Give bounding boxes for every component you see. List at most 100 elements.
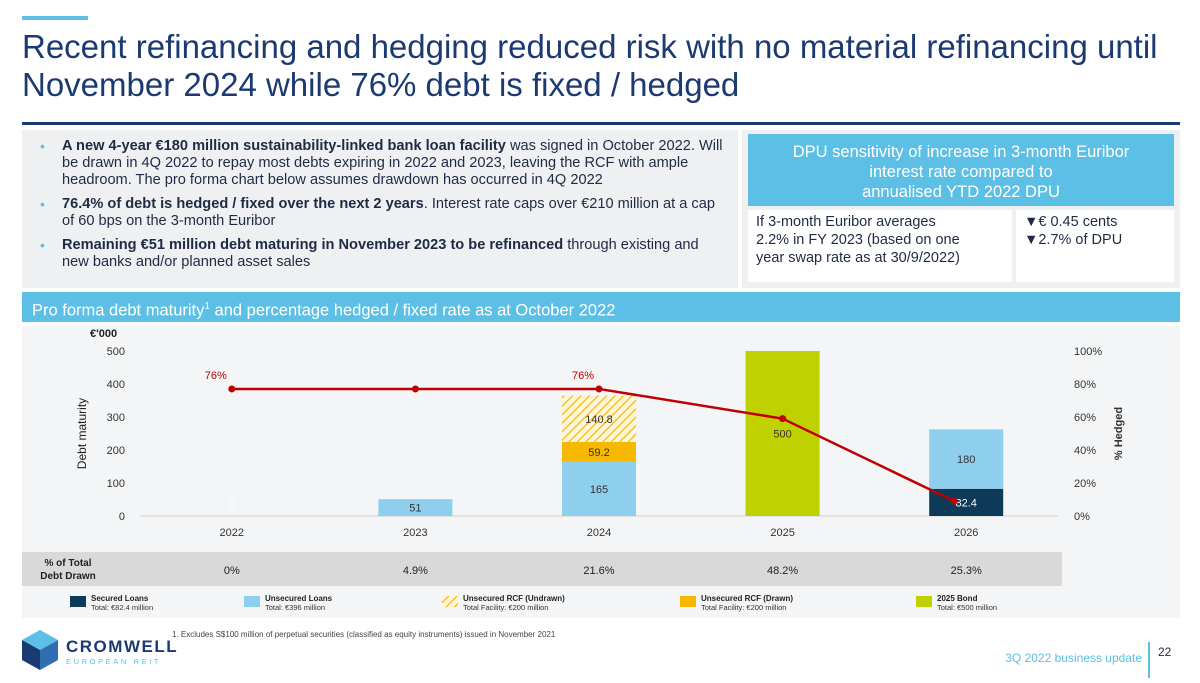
- x-tick-label: 2026: [954, 527, 978, 539]
- legend-swatch: [442, 596, 458, 607]
- dpu-condition-line: If 3-month Euribor averages: [756, 214, 936, 230]
- logo-wordmark: CROMWELL: [66, 637, 179, 656]
- y-tick-label: 0: [119, 511, 125, 523]
- legend-sublabel: Total Facility: €200 million: [463, 603, 548, 612]
- table-cell: 21.6%: [583, 565, 614, 577]
- legend-label: Unsecured Loans: [265, 594, 333, 603]
- title-rule: [22, 122, 1180, 125]
- x-tick-label: 2024: [587, 527, 611, 539]
- legend-swatch: [680, 596, 696, 607]
- legend-sublabel: Total: €500 million: [937, 603, 997, 612]
- y2-axis-title: % Hedged: [1113, 407, 1125, 460]
- bar-segment: [745, 351, 820, 516]
- legend-label: Unsecured RCF (Undrawn): [463, 594, 565, 603]
- hedged-point-label: 76%: [205, 370, 227, 382]
- y-axis-title: Debt maturity: [75, 398, 89, 469]
- bar-data-label: 140.8: [585, 414, 613, 426]
- y-tick-label: 100: [107, 478, 125, 490]
- bar-data-label: 51: [409, 503, 421, 515]
- legend-sublabel: Total: €82.4 million: [91, 603, 153, 612]
- chart-title: Pro forma debt maturity: [32, 301, 205, 320]
- bullet-text: . Interest rate caps over €210 million a…: [62, 196, 715, 229]
- bar-segment: [378, 499, 453, 516]
- dpu-sensitivity-box: DPU sensitivity of increase in 3-month E…: [742, 130, 1180, 288]
- legend-sublabel: Total Facility: €200 million: [701, 603, 786, 612]
- y2-tick-label: 100%: [1074, 346, 1102, 358]
- bar-segment: [562, 395, 636, 443]
- bar-data-label: 0: [229, 499, 235, 511]
- dpu-heading-line: DPU sensitivity of increase in 3-month E…: [792, 143, 1130, 161]
- legend-sublabel: Total: €396 million: [265, 603, 325, 612]
- hedged-point: [411, 385, 419, 393]
- dpu-condition: If 3-month Euribor averages 2.2% in FY 2…: [748, 210, 1012, 282]
- dpu-impact-percent: ▼2.7% of DPU: [1024, 232, 1123, 248]
- table-cell: 25.3%: [951, 565, 982, 577]
- debt-maturity-chart: 0 100 200 300 400 500 €'000 Debt maturity 0% 20% 4…: [22, 328, 1125, 612]
- hedged-point-label: 76%: [572, 370, 594, 382]
- cromwell-logo-icon: [22, 630, 58, 670]
- bullet-bold-text: 76.4% of debt is hedged / fixed over the…: [62, 196, 424, 212]
- table-cell: 4.9%: [403, 565, 428, 577]
- title-accent-bar: [22, 16, 88, 20]
- table-header-line: Debt Drawn: [40, 571, 96, 582]
- dpu-condition-line: year swap rate as at 30/9/2022): [756, 250, 960, 266]
- x-tick-label: 2022: [220, 527, 244, 539]
- y2-tick-label: 0%: [1074, 511, 1090, 523]
- key-points-box: A new 4-year €180 million sustainability…: [22, 130, 738, 288]
- hedged-point: [950, 497, 958, 505]
- dpu-heading: DPU sensitivity of increase in 3-month E…: [748, 134, 1174, 206]
- footnote: 1. Excludes S$100 million of perpetual s…: [172, 630, 556, 639]
- bar-segment: [929, 488, 1004, 516]
- dpu-heading-line: interest rate compared to: [869, 163, 1053, 181]
- bullet-item: Remaining €51 million debt maturing in N…: [36, 237, 728, 271]
- drawn-table-band: [22, 552, 1062, 586]
- table-header-line: % of Total: [44, 558, 91, 569]
- chart-title-rest: and percentage hedged / fixed rate as at…: [209, 301, 616, 320]
- bar-segment: [562, 442, 636, 462]
- page-number: 22: [1158, 645, 1172, 659]
- legend-swatch: [916, 596, 932, 607]
- y2-tick-label: 60%: [1074, 412, 1096, 424]
- legend-label: Unsecured RCF (Drawn): [701, 594, 793, 603]
- bar-segment: [562, 461, 636, 516]
- y2-tick-label: 20%: [1074, 478, 1096, 490]
- hedged-point: [228, 385, 236, 393]
- bullet-item: A new 4-year €180 million sustainability…: [36, 138, 728, 189]
- y2-tick-label: 80%: [1074, 379, 1096, 391]
- y-tick-label: 300: [107, 412, 125, 424]
- hedged-point: [779, 415, 787, 423]
- bullet-text: was signed in October 2022. Will be draw…: [62, 138, 723, 188]
- bar-data-label: 500: [773, 429, 791, 441]
- x-tick-label: 2023: [403, 527, 427, 539]
- y-unit-label: €'000: [90, 328, 117, 340]
- bullet-bold-text: Remaining €51 million debt maturing in N…: [62, 237, 564, 253]
- y-tick-label: 400: [107, 379, 125, 391]
- legend-label: 2025 Bond: [937, 594, 978, 603]
- bar-data-label: 165: [590, 484, 608, 496]
- legend-swatch: [70, 596, 86, 607]
- y-tick-label: 500: [107, 346, 125, 358]
- x-tick-label: 2025: [770, 527, 794, 539]
- footnote-marker: 1: [204, 301, 210, 312]
- slide-title: Recent refinancing and hedging reduced r…: [22, 28, 1158, 103]
- bullet-item: 76.4% of debt is hedged / fixed over the…: [36, 196, 728, 230]
- y-tick-label: 200: [107, 445, 125, 457]
- hedged-point: [595, 385, 603, 393]
- dpu-heading-line: annualised YTD 2022 DPU: [862, 183, 1060, 201]
- dpu-impact: ▼€ 0.45 cents ▼2.7% of DPU: [1016, 210, 1174, 282]
- legend-swatch: [244, 596, 260, 607]
- bar-data-label: 59.2: [588, 447, 609, 459]
- bullet-text: through existing and new banks and/or pl…: [62, 237, 699, 270]
- footer-update-label: 3Q 2022 business update: [1005, 651, 1142, 665]
- footer-divider: [1148, 642, 1150, 678]
- logo-subtitle: EUROPEAN REIT: [66, 657, 162, 666]
- table-cell: 0%: [224, 565, 240, 577]
- chart-title-banner: Pro forma debt maturity1 and percentage …: [22, 292, 1180, 322]
- bar-segment: [929, 429, 1004, 489]
- bar-data-label: 82.4: [955, 497, 976, 509]
- dpu-impact-cents: ▼€ 0.45 cents: [1024, 214, 1118, 230]
- y2-tick-label: 40%: [1074, 445, 1096, 457]
- dpu-condition-line: 2.2% in FY 2023 (based on one: [756, 232, 960, 248]
- bar-data-label: 180: [957, 454, 975, 466]
- legend-label: Secured Loans: [91, 594, 149, 603]
